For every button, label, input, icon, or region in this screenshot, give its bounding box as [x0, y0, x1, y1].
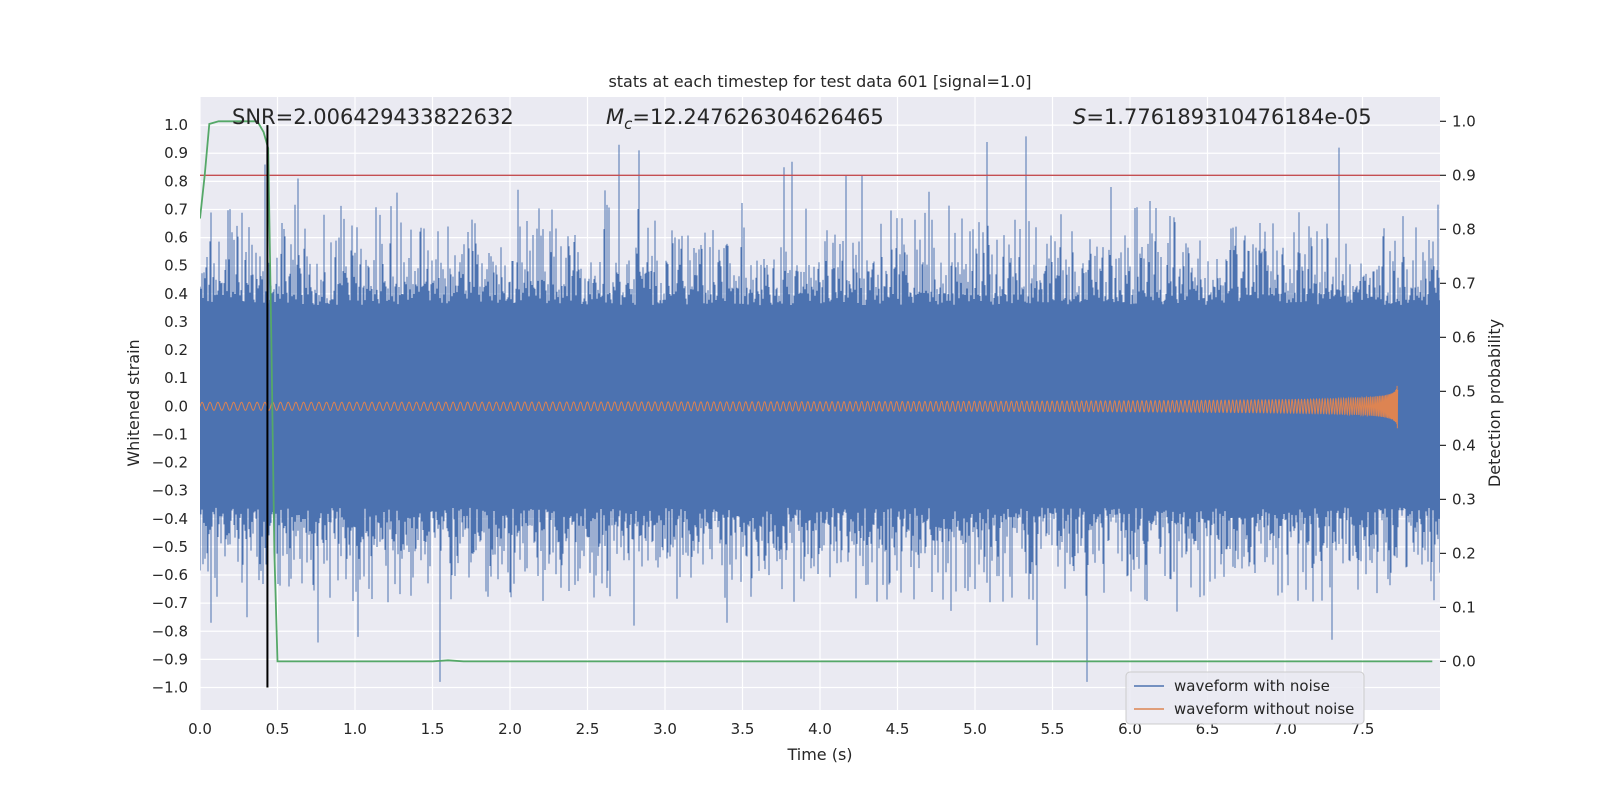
y-tick-label-left: 0.7 [164, 200, 188, 218]
y-tick-label-left: 0.1 [164, 369, 188, 387]
legend-label-clean: waveform without noise [1174, 700, 1354, 718]
y-tick-label-left: −0.8 [152, 622, 188, 640]
x-tick-label: 1.0 [343, 720, 367, 738]
legend-label-noise: waveform with noise [1174, 677, 1330, 695]
y-tick-label-left: 0.4 [164, 285, 188, 303]
x-tick-label: 4.0 [808, 720, 832, 738]
y-tick-label-left: −0.5 [152, 538, 188, 556]
legend: waveform with noise waveform without noi… [1125, 671, 1365, 725]
y-tick-label-right: 1.0 [1452, 112, 1476, 130]
y-tick-label-right: 0.1 [1452, 598, 1476, 616]
x-ticks: 0.0 0.5 1.0 1.5 2.0 2.5 3.0 3.5 4.0 4.5 5.0 5.5 6.0 6… [188, 720, 1374, 738]
y-tick-label-left: 0.3 [164, 313, 188, 331]
x-tick-label: 0.0 [188, 720, 212, 738]
chirp-mass-symbol: M [606, 105, 624, 129]
x-tick-label: 2.5 [576, 720, 600, 738]
x-tick-label: 0.5 [266, 720, 290, 738]
y-tick-label-right: 0.7 [1452, 274, 1476, 292]
y-tick-label-left: −0.1 [152, 425, 188, 443]
y-axis-label-left: Whitened strain [124, 339, 143, 466]
x-tick-label: 5.5 [1041, 720, 1065, 738]
y-tick-label-right: 0.0 [1452, 652, 1476, 670]
x-tick-label: 2.0 [498, 720, 522, 738]
x-axis-label: Time (s) [786, 745, 852, 764]
legend-box [1125, 671, 1365, 725]
y-tick-label-right: 0.6 [1452, 328, 1476, 346]
y-tick-label-right: 0.8 [1452, 220, 1476, 238]
x-tick-label: 5.0 [963, 720, 987, 738]
y-tick-label-left: 1.0 [164, 116, 188, 134]
spin-annotation: S=1.776189310476184e-05 [1073, 105, 1372, 129]
chart-title: stats at each timestep for test data 601… [608, 72, 1031, 91]
chirp-mass-value: =12.247626304626465 [632, 105, 883, 129]
y-tick-label-left: −0.2 [152, 454, 188, 472]
y-axis-label-right: Detection probability [1485, 319, 1504, 487]
x-tick-label: 3.5 [731, 720, 755, 738]
y-tick-label-left: 0.5 [164, 257, 188, 275]
plot-area [200, 120, 1440, 688]
chirp-mass-subscript: c [624, 115, 633, 133]
series-waveform-without-noise [200, 385, 1399, 429]
spin-value: =1.776189310476184e-05 [1086, 105, 1371, 129]
y-tick-label-left: 0.2 [164, 341, 188, 359]
y-ticks-right: 1.0 0.9 0.8 0.7 0.6 0.5 0.4 0.3 0.2 0.1 0.0 [1440, 112, 1476, 670]
y-tick-label-right: 0.4 [1452, 436, 1476, 454]
y-tick-label-left: 0.0 [164, 397, 188, 415]
y-tick-label-left: −0.9 [152, 650, 188, 668]
y-tick-label-left: 0.9 [164, 144, 188, 162]
chirp-mass-annotation: Mc=12.247626304626465 [606, 105, 884, 133]
x-tick-label: 3.0 [653, 720, 677, 738]
spin-symbol: S [1073, 105, 1086, 129]
y-tick-label-left: −0.3 [152, 482, 188, 500]
y-tick-label-right: 0.3 [1452, 490, 1476, 508]
snr-annotation: SNR=2.006429433822632 [232, 105, 514, 129]
y-tick-label-left: −0.6 [152, 566, 188, 584]
x-tick-label: 1.5 [421, 720, 445, 738]
y-tick-label-right: 0.5 [1452, 382, 1476, 400]
y-tick-label-left: −0.4 [152, 510, 188, 528]
y-tick-label-right: 0.9 [1452, 166, 1476, 184]
x-tick-label: 4.5 [886, 720, 910, 738]
series-detection-probability [200, 120, 1433, 663]
y-tick-label-left: 0.8 [164, 172, 188, 190]
y-ticks-left: 1.0 0.9 0.8 0.7 0.6 0.5 0.4 0.3 0.2 0.1 0.0 −0.1 −0.… [152, 116, 188, 696]
y-tick-label-left: −1.0 [152, 679, 188, 697]
y-tick-label-left: 0.6 [164, 229, 188, 247]
y-tick-label-left: −0.7 [152, 594, 188, 612]
y-tick-label-right: 0.2 [1452, 544, 1476, 562]
